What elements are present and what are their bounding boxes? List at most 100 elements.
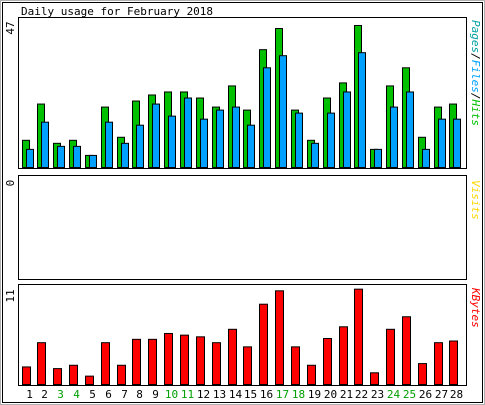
kbytes-bar-day-8: [132, 338, 141, 385]
day-label-18: 18: [292, 388, 305, 401]
files-bar-day-28: [453, 118, 461, 169]
kbytes-bar-day-26: [418, 363, 427, 386]
legend-pages-files-hits: Pages/Files/Hits: [469, 20, 482, 126]
files-bar-day-4: [73, 145, 81, 168]
files-bar-day-25: [406, 91, 414, 168]
kbytes-bar-day-22: [354, 288, 363, 385]
kbytes-bar-day-12: [196, 336, 205, 385]
kbytes-bar-day-7: [117, 364, 126, 386]
hits-files-bars: [22, 25, 461, 169]
kbytes-bar-day-20: [323, 338, 332, 385]
day-label-21: 21: [340, 388, 353, 401]
files-bar-day-19: [311, 142, 319, 168]
kbytes-bar-day-27: [434, 342, 443, 386]
files-bar-day-10: [168, 115, 176, 168]
kbytes-bar-day-21: [339, 326, 348, 386]
files-bar-day-13: [216, 109, 224, 168]
day-label-22: 22: [355, 388, 368, 401]
day-label-17: 17: [276, 388, 289, 401]
kbytes-bar-day-19: [307, 364, 316, 386]
files-bar-day-1: [26, 148, 34, 169]
files-bar-day-6: [105, 121, 113, 169]
kbytes-bar-day-13: [212, 342, 221, 386]
day-label-7: 7: [121, 388, 128, 401]
files-bar-day-17: [279, 55, 287, 168]
kbytes-bar-day-16: [259, 303, 268, 385]
legend-sep-2: /: [469, 93, 482, 100]
legend-pages: Pages: [469, 20, 482, 53]
files-bar-day-26: [422, 148, 430, 169]
day-label-19: 19: [308, 388, 321, 401]
files-bar-day-12: [200, 118, 208, 169]
files-bar-day-22: [358, 52, 366, 168]
day-label-25: 25: [403, 388, 416, 401]
files-bar-day-8: [136, 124, 144, 168]
kbytes-bar-day-14: [228, 328, 237, 385]
day-label-5: 5: [89, 388, 96, 401]
day-label-4: 4: [73, 388, 80, 401]
y-max-visits: 0: [4, 180, 17, 187]
legend-kbytes: KBytes: [469, 287, 482, 328]
day-label-9: 9: [152, 388, 159, 401]
day-label-1: 1: [26, 388, 33, 401]
day-label-11: 11: [181, 388, 194, 401]
kbytes-bar-day-2: [37, 342, 46, 386]
legend-sep-1: /: [469, 53, 482, 60]
legend-visits: Visits: [469, 180, 482, 220]
day-label-15: 15: [244, 388, 257, 401]
files-bar-day-15: [247, 124, 255, 168]
day-label-3: 3: [57, 388, 64, 401]
files-bar-day-14: [232, 106, 240, 169]
kbytes-bar-day-1: [22, 366, 31, 386]
files-bar-day-24: [390, 106, 398, 169]
files-bar-day-23: [374, 148, 382, 169]
kbytes-bar-day-9: [148, 338, 157, 385]
y-max-hits: 47: [4, 21, 17, 34]
kbytes-bar-day-17: [275, 290, 284, 385]
day-label-14: 14: [229, 388, 243, 401]
files-bar-day-11: [184, 97, 192, 168]
day-label-10: 10: [165, 388, 178, 401]
files-bar-day-9: [152, 103, 160, 168]
kbytes-bar-day-11: [180, 334, 189, 385]
y-max-kbytes: 11: [4, 289, 17, 302]
kbytes-bar-day-23: [370, 372, 379, 386]
day-label-16: 16: [260, 388, 273, 401]
day-labels: 1 2 3 4 5 6 7 8 9 10 11 12 13 14 15 16 17 18 19 20 21 22 23 24 2…: [26, 388, 463, 401]
files-bar-day-20: [327, 112, 335, 168]
panel-kbytes-frame: [18, 284, 467, 386]
panel-visits-frame: [18, 175, 467, 280]
files-bar-day-2: [41, 121, 49, 169]
files-bar-day-18: [295, 112, 303, 168]
day-label-20: 20: [324, 388, 337, 401]
day-label-23: 23: [371, 388, 384, 401]
day-label-12: 12: [197, 388, 210, 401]
kbytes-bar-day-3: [53, 368, 62, 386]
files-bar-day-16: [263, 67, 271, 168]
kbytes-bar-day-15: [243, 346, 252, 386]
kbytes-bar-day-10: [164, 332, 173, 385]
day-label-8: 8: [136, 388, 143, 401]
panel-hits-frame: [18, 17, 467, 169]
chart-title: Daily usage for February 2018: [21, 5, 213, 18]
kbytes-bars: [22, 288, 458, 386]
kbytes-bar-day-25: [402, 316, 411, 385]
files-bar-day-27: [438, 118, 446, 169]
day-label-13: 13: [213, 388, 226, 401]
day-label-6: 6: [105, 388, 112, 401]
files-bar-day-5: [89, 154, 97, 168]
day-label-2: 2: [41, 388, 48, 401]
legend-hits: Hits: [469, 99, 482, 127]
kbytes-bar-day-28: [449, 340, 458, 386]
day-label-24: 24: [387, 388, 401, 401]
files-bar-day-21: [343, 91, 351, 168]
day-label-26: 26: [419, 388, 432, 401]
files-bar-day-7: [121, 142, 129, 168]
day-label-28: 28: [450, 388, 463, 401]
kbytes-bar-day-6: [101, 342, 110, 386]
kbytes-bar-day-24: [386, 328, 395, 385]
files-bar-day-3: [57, 145, 65, 168]
